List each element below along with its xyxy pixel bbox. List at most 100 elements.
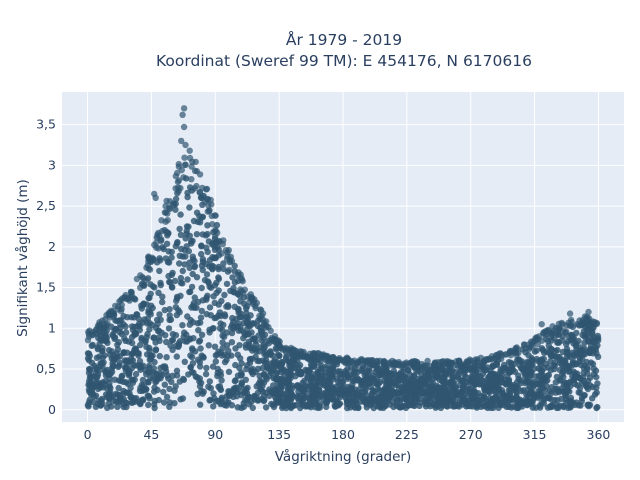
data-point [151,384,158,391]
data-point [158,217,165,224]
data-point [216,383,224,390]
data-point [539,381,546,388]
data-point [163,354,170,361]
data-point [177,211,184,218]
data-point [401,373,408,380]
data-point [502,351,510,358]
data-point [210,293,217,300]
data-point [450,403,457,410]
data-point [223,280,231,288]
data-point [205,238,213,245]
data-point [443,402,450,410]
data-point [97,402,104,409]
data-point [310,384,317,391]
data-point [104,366,111,374]
data-point [408,376,415,383]
data-point [292,402,299,409]
data-point [275,351,282,358]
data-point [527,373,534,380]
data-point [190,217,198,225]
data-point [567,322,575,329]
data-point [197,314,205,321]
data-point [177,274,185,282]
data-point [531,393,538,400]
data-point [171,201,178,209]
data-point [230,285,237,292]
data-point [245,293,252,300]
data-point [438,377,446,385]
data-point [211,343,219,350]
data-point [218,399,225,406]
data-point [243,326,251,333]
data-point [188,353,196,361]
data-point [180,123,188,131]
x-tick-label: 0 [84,427,92,442]
data-point [199,258,207,265]
data-point [165,230,172,237]
data-point [169,346,176,353]
data-point [538,321,545,328]
data-point [145,265,153,272]
data-point [253,383,260,390]
data-point [282,355,290,362]
data-point [558,361,566,368]
data-point [552,385,559,393]
data-point [181,161,189,169]
data-point [210,403,217,410]
data-point [204,222,211,229]
data-point [261,350,268,358]
data-point [168,271,175,278]
data-point [487,371,494,378]
data-point [291,351,298,359]
data-point [93,378,100,385]
data-point [488,353,496,360]
data-point [203,310,210,318]
data-point [173,367,181,374]
data-point [360,394,367,401]
data-point [242,305,250,312]
data-point [137,341,144,349]
data-point [512,385,519,392]
data-point [161,306,168,314]
data-point [181,154,188,161]
data-point [464,388,471,395]
data-point [143,301,150,308]
y-tick-label: 2,5 [36,198,56,213]
data-point [156,267,163,275]
data-point [146,344,153,352]
data-point [445,358,452,365]
data-point [175,177,183,184]
data-point [351,370,358,378]
data-point [580,377,587,385]
data-point [309,395,316,402]
data-point [85,350,93,357]
data-point [186,204,193,211]
data-point [549,323,556,330]
data-point [156,311,163,318]
data-point [244,320,251,328]
data-point [487,402,494,409]
data-point [316,404,323,411]
data-point [433,372,440,379]
data-point [235,269,242,276]
data-point [98,347,106,355]
data-point [215,274,222,281]
data-point [267,327,274,334]
data-point [133,395,140,402]
data-point [390,367,398,375]
data-point [175,306,182,314]
data-point [344,355,351,362]
data-point [526,378,533,386]
data-point [250,320,258,327]
data-point [362,369,369,377]
data-point [420,363,427,370]
data-point [538,367,545,375]
x-tick-label: 360 [587,427,611,442]
data-point [233,393,241,400]
data-point [177,231,185,238]
data-point [114,346,122,353]
data-point [419,387,426,395]
data-point [405,402,412,409]
data-point [368,391,376,399]
data-point [579,331,586,339]
